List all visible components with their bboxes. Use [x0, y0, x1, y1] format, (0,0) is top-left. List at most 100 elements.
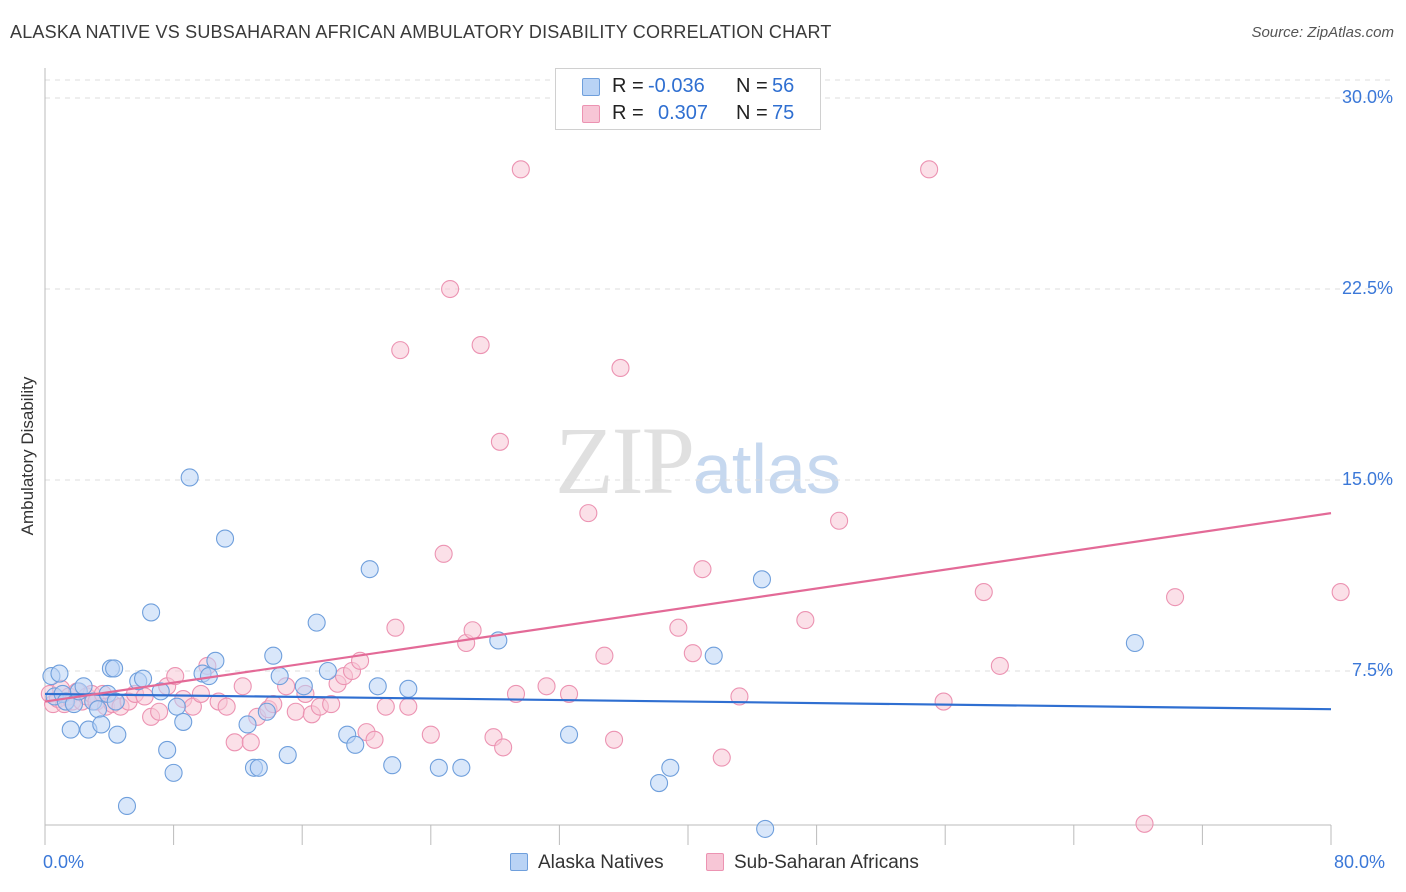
legend-swatch-pink — [706, 853, 724, 871]
subsaharan-african-point — [974, 583, 993, 602]
subsaharan-african-point — [376, 697, 395, 716]
chart-title: ALASKA NATIVE VS SUBSAHARAN AFRICAN AMBU… — [10, 22, 832, 42]
subsaharan-african-point — [421, 725, 440, 744]
alaska-native-point — [108, 725, 127, 744]
subsaharan-african-point — [494, 738, 513, 757]
alaska-native-point — [383, 756, 402, 775]
grid-lines — [45, 79, 1393, 672]
alaska-native-point — [452, 758, 471, 777]
alaska-native-point — [257, 702, 276, 721]
alaska-native-point — [106, 692, 125, 711]
legend-swatch-blue — [510, 853, 528, 871]
subsaharan-african-point — [559, 684, 579, 703]
alaska-native-point — [429, 758, 448, 777]
source-label: Source: ZipAtlas.com — [1251, 24, 1394, 41]
alaska-native-point — [360, 560, 379, 579]
subsaharan-african-point — [506, 684, 526, 703]
subsaharan-african-point — [830, 511, 849, 530]
subsaharan-african-point — [730, 687, 749, 706]
subsaharan-african-point — [471, 335, 490, 355]
legend-r-label: R = — [612, 75, 644, 97]
subsaharan-african-point — [796, 611, 815, 630]
subsaharan-african-point — [391, 341, 410, 360]
alaska-native-point — [142, 603, 161, 622]
subsaharan-african-point — [322, 695, 341, 714]
legend-swatch-blue — [582, 78, 600, 96]
alaska-native-point — [307, 613, 326, 632]
subsaharan-african-point — [490, 432, 509, 451]
data-points — [40, 160, 1350, 838]
alaska-native-point — [368, 677, 387, 696]
y-tick-label: 30.0% — [1341, 87, 1393, 107]
alaska-native-point — [1125, 633, 1144, 653]
alaska-native-point — [650, 774, 669, 793]
subsaharan-african-point — [463, 621, 482, 640]
legend-item-alaska-natives: Alaska Natives — [510, 852, 664, 874]
y-tick-label: 7.5% — [1351, 660, 1393, 680]
legend-row-subsaharan: R = 0.307 N = 75 — [556, 101, 820, 127]
subsaharan-african-point — [217, 697, 236, 716]
alaska-native-point — [117, 796, 137, 816]
x-tick-label: 80.0% — [1334, 852, 1386, 872]
alaska-native-point — [206, 651, 225, 670]
alaska-native-point — [105, 659, 124, 678]
alaska-native-point — [74, 677, 93, 696]
legend-n-value: 56 — [772, 75, 795, 97]
legend-swatch-pink — [582, 105, 600, 123]
subsaharan-african-point — [595, 646, 614, 665]
alaska-native-point — [346, 735, 365, 754]
axes — [44, 68, 1332, 845]
alaska-native-trend-line — [44, 692, 1332, 711]
subsaharan-african-point — [135, 687, 154, 706]
watermark-zip: ZIP — [555, 407, 695, 514]
alaska-native-point — [704, 646, 723, 665]
subsaharan-african-point — [611, 358, 630, 378]
subsaharan-african-point — [241, 733, 260, 752]
legend-n-value: 75 — [772, 102, 795, 124]
subsaharan-african-point — [537, 677, 556, 696]
alaska-native-point — [238, 715, 257, 734]
subsaharan-african-point — [683, 644, 702, 663]
subsaharan-african-point — [166, 667, 185, 686]
legend-r-value: -0.036 — [648, 75, 705, 97]
subsaharan-african-point — [511, 160, 530, 179]
subsaharan-african-point — [150, 702, 169, 721]
y-tick-label: 22.5% — [1341, 278, 1393, 298]
subsaharan-african-point — [934, 692, 953, 711]
subsaharan-african-point — [434, 544, 453, 563]
alaska-native-point — [50, 664, 69, 683]
alaska-native-point — [215, 529, 235, 548]
correlation-legend: R = -0.036 N = 56 R = 0.307 N = 75 — [555, 68, 821, 130]
y-axis-label: Ambulatory Disability — [18, 376, 37, 536]
subsaharan-african-point — [1331, 583, 1350, 602]
alaska-native-point — [756, 819, 775, 838]
alaska-native-point — [164, 763, 183, 782]
subsaharan-african-point — [693, 560, 712, 579]
alaska-native-point — [88, 700, 108, 719]
alaska-native-point — [134, 669, 153, 688]
subsaharan-african-point — [990, 656, 1009, 675]
legend-row-alaska: R = -0.036 N = 56 — [556, 74, 820, 100]
legend-r-label: R = — [612, 102, 644, 124]
alaska-native-point — [167, 697, 186, 716]
watermark-atlas: atlas — [693, 430, 841, 508]
subsaharan-african-point — [1166, 588, 1185, 607]
subsaharan-african-point — [386, 618, 405, 637]
legend-item-subsaharan-africans: Sub-Saharan Africans — [706, 852, 919, 874]
alaska-native-point — [294, 677, 313, 696]
alaska-native-point — [752, 570, 771, 589]
subsaharan-african-point — [191, 684, 210, 703]
subsaharan-african-point — [225, 733, 244, 752]
x-tick-label: 0.0% — [43, 852, 85, 872]
alaska-native-point — [661, 758, 680, 777]
subsaharan-african-point — [1135, 814, 1154, 833]
trend-lines — [44, 512, 1332, 711]
legend-label: Sub-Saharan Africans — [734, 852, 919, 873]
subsaharan-african-point — [605, 730, 624, 749]
subsaharan-african-point — [286, 702, 305, 721]
subsaharan-african-point — [712, 748, 731, 767]
alaska-native-point — [318, 661, 337, 681]
subsaharan-african-point — [399, 697, 418, 716]
legend-n-label: N = — [736, 102, 768, 124]
